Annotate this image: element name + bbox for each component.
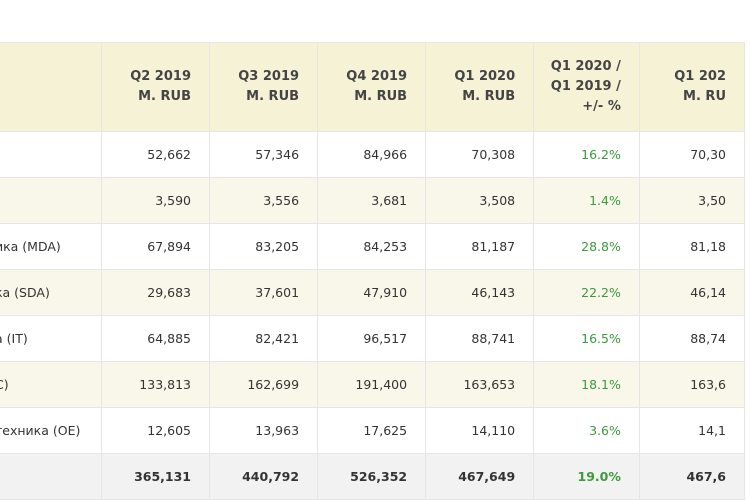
cell-last: 3,50 [639,177,746,224]
cell-q1: 70,308 [425,131,535,178]
cell-q3: 82,421 [209,315,319,362]
cell-q4: 3,681 [317,177,427,224]
row-label [0,131,102,178]
header-category [0,42,102,132]
table-row: техника (OE) 12,605 13,963 17,625 14,110… [0,407,746,454]
table-row: а (IT) 64,885 82,421 96,517 88,741 16.5%… [0,315,746,362]
cell-q2: 365,131 [101,453,211,500]
cell-q3: 57,346 [209,131,319,178]
cell-q3: 13,963 [209,407,319,454]
sales-table: Q2 2019 M. RUB Q3 2019 M. RUB Q4 2019 M. RU… [0,42,746,500]
cell-q2: 29,683 [101,269,211,316]
cell-last: 46,14 [639,269,746,316]
cell-pct: 18.1% [533,361,640,408]
cell-q4: 47,910 [317,269,427,316]
table-row: 3,590 3,556 3,681 3,508 1.4% 3,50 [0,177,746,224]
table-row: C) 133,813 162,699 191,400 163,653 18.1%… [0,361,746,408]
table-header-row: Q2 2019 M. RUB Q3 2019 M. RUB Q4 2019 M. RU… [0,42,746,132]
header-q4-2019: Q4 2019 M. RUB [317,42,427,132]
cell-q2: 3,590 [101,177,211,224]
row-label [0,177,102,224]
row-label [0,453,102,500]
cell-q3: 162,699 [209,361,319,408]
cell-q3: 37,601 [209,269,319,316]
cell-pct: 3.6% [533,407,640,454]
cell-q4: 84,966 [317,131,427,178]
cell-q4: 84,253 [317,223,427,270]
cell-q3: 440,792 [209,453,319,500]
cell-q2: 52,662 [101,131,211,178]
cell-pct: 1.4% [533,177,640,224]
cell-q2: 133,813 [101,361,211,408]
header-q1-2020-cut: Q1 202 M. RU [639,42,746,132]
cell-q2: 67,894 [101,223,211,270]
table-row: ка (SDA) 29,683 37,601 47,910 46,143 22.… [0,269,746,316]
cell-q1: 88,741 [425,315,535,362]
cell-q2: 64,885 [101,315,211,362]
cell-q4: 526,352 [317,453,427,500]
table-row: ика (MDA) 67,894 83,205 84,253 81,187 28… [0,223,746,270]
header-q2-2019: Q2 2019 M. RUB [101,42,211,132]
cell-q3: 3,556 [209,177,319,224]
table-row: 52,662 57,346 84,966 70,308 16.2% 70,30 [0,131,746,178]
cell-q4: 17,625 [317,407,427,454]
cell-q1: 14,110 [425,407,535,454]
cell-pct: 16.5% [533,315,640,362]
cell-pct: 28.8% [533,223,640,270]
row-label: ка (SDA) [0,269,102,316]
row-label: ика (MDA) [0,223,102,270]
cell-q1: 163,653 [425,361,535,408]
cell-pct: 19.0% [533,453,640,500]
cell-last: 88,74 [639,315,746,362]
total-row: 365,131 440,792 526,352 467,649 19.0% 46… [0,453,746,500]
row-label: а (IT) [0,315,102,362]
cell-q3: 83,205 [209,223,319,270]
row-label: C) [0,361,102,408]
cell-q2: 12,605 [101,407,211,454]
cell-q1: 81,187 [425,223,535,270]
cell-pct: 16.2% [533,131,640,178]
cell-q1: 46,143 [425,269,535,316]
cell-q1: 467,649 [425,453,535,500]
header-q1-2020: Q1 2020 M. RUB [425,42,535,132]
header-yoy-change: Q1 2020 /Q1 2019 /+/- % [533,42,640,132]
cell-q4: 191,400 [317,361,427,408]
cell-last: 467,6 [639,453,746,500]
cell-last: 163,6 [639,361,746,408]
cell-last: 81,18 [639,223,746,270]
cell-q1: 3,508 [425,177,535,224]
cell-q4: 96,517 [317,315,427,362]
header-q3-2019: Q3 2019 M. RUB [209,42,319,132]
cell-pct: 22.2% [533,269,640,316]
cell-last: 70,30 [639,131,746,178]
cell-last: 14,1 [639,407,746,454]
row-label: техника (OE) [0,407,102,454]
